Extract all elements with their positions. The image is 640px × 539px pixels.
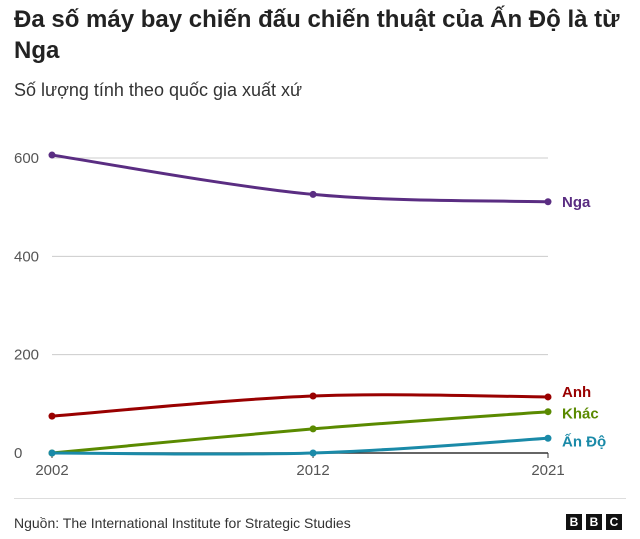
y-tick-label: 200 [14, 347, 39, 364]
y-tick-label: 0 [14, 445, 22, 462]
data-point [309, 190, 317, 198]
data-point [48, 449, 56, 457]
logo-letter: B [586, 514, 602, 530]
series-label: Nga [562, 194, 591, 211]
series-label: Anh [562, 384, 591, 401]
logo-letter: C [606, 514, 622, 530]
line-chart: 0 200 400 600 2002 2012 2021 Nga Anh Khác Ấn Độ [14, 150, 606, 479]
y-tick-label: 400 [14, 248, 39, 265]
data-point [544, 434, 552, 442]
series [48, 392, 552, 420]
series-line [50, 393, 550, 418]
y-tick-label: 600 [14, 150, 39, 167]
data-point [544, 198, 552, 206]
series-label: Khác [562, 406, 599, 423]
chart-title: Đa số máy bay chiến đấu chiến thuật của … [14, 6, 620, 64]
logo-letter: B [566, 514, 582, 530]
footer-divider [14, 498, 626, 499]
data-point [48, 151, 56, 159]
x-axis-ticks: 2002 2012 2021 [35, 453, 565, 479]
data-point [48, 412, 56, 420]
data-point [544, 408, 552, 416]
source-note: Nguồn: The International Institute for S… [14, 515, 351, 531]
series [48, 434, 552, 457]
data-point [309, 425, 317, 433]
y-axis-ticks: 0 200 400 600 [14, 150, 39, 462]
x-tick-label: 2021 [531, 462, 564, 479]
series-line [50, 153, 550, 204]
series [48, 408, 552, 457]
series-label: Ấn Độ [562, 433, 606, 450]
data-point [544, 393, 552, 401]
chart-subtitle: Số lượng tính theo quốc gia xuất xứ [14, 80, 303, 100]
x-tick-label: 2012 [296, 462, 329, 479]
data-point [309, 449, 317, 457]
data-point [309, 392, 317, 400]
series-labels: Nga Anh Khác Ấn Độ [562, 194, 606, 450]
series-line [50, 410, 550, 455]
series-lines [48, 151, 552, 457]
x-tick-label: 2002 [35, 462, 68, 479]
series [48, 151, 552, 206]
bbc-logo: B B C [566, 514, 622, 530]
